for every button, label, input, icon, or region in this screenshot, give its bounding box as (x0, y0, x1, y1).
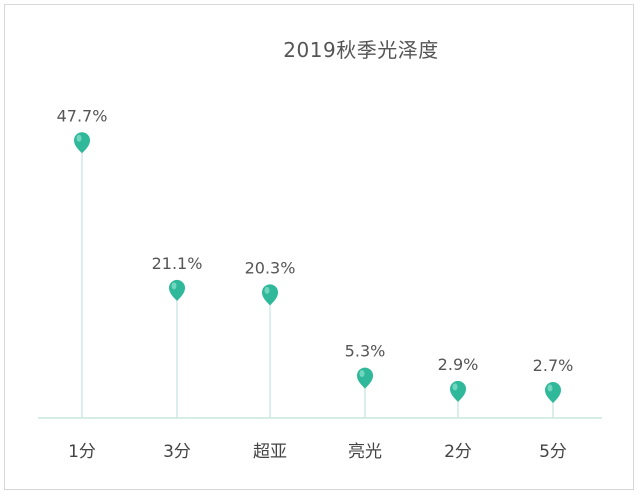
marker-body-1 (74, 132, 90, 154)
marker-highlight-5 (452, 383, 458, 391)
marker-4 (357, 367, 373, 389)
marker-1 (74, 132, 90, 154)
category-label-6: 5分 (539, 442, 567, 462)
marker-6 (545, 382, 561, 404)
category-label-2: 3分 (163, 442, 191, 462)
marker-body-6 (545, 382, 561, 404)
value-label-5: 2.9% (438, 355, 479, 374)
category-label-4: 亮光 (348, 442, 382, 462)
marker-body-2 (169, 279, 185, 301)
marker-highlight-4 (359, 370, 365, 378)
value-label-1: 47.7% (57, 106, 108, 125)
value-label-2: 21.1% (152, 254, 203, 273)
category-label-1: 1分 (68, 442, 96, 462)
marker-2 (169, 279, 185, 301)
chart-title: 2019秋季光泽度 (283, 38, 439, 62)
marker-highlight-3 (264, 286, 270, 294)
category-label-5: 2分 (444, 442, 472, 462)
marker-body-3 (262, 284, 278, 306)
marker-body-4 (357, 367, 373, 389)
marker-body-5 (450, 380, 466, 402)
marker-5 (450, 380, 466, 402)
value-label-4: 5.3% (345, 342, 386, 361)
value-label-6: 2.7% (533, 356, 574, 375)
category-label-3: 超亚 (253, 442, 287, 462)
chart-frame (4, 4, 634, 490)
marker-highlight-6 (547, 384, 553, 392)
marker-3 (262, 284, 278, 306)
value-label-3: 20.3% (245, 258, 296, 277)
marker-highlight-2 (171, 282, 177, 290)
marker-highlight-1 (76, 134, 82, 142)
